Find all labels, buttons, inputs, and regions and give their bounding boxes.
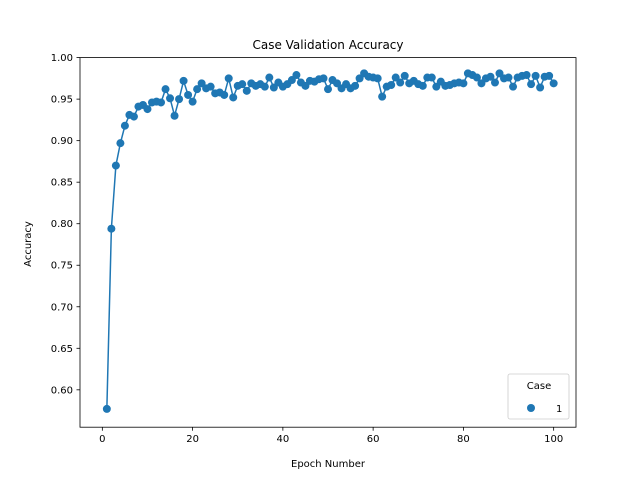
data-point [387, 81, 396, 90]
data-point [143, 105, 152, 114]
data-point [378, 92, 387, 101]
data-point [427, 73, 436, 82]
data-point [157, 98, 166, 107]
data-point [238, 80, 247, 89]
data-point [545, 71, 554, 80]
data-point [166, 94, 175, 103]
data-point [188, 97, 197, 106]
data-point [522, 71, 531, 80]
x-tick-label: 40 [277, 434, 290, 445]
y-tick-label: 0.85 [51, 178, 73, 189]
y-tick-label: 0.70 [51, 302, 73, 313]
data-point [229, 93, 238, 102]
data-point [161, 85, 170, 94]
plot-area: 0 20 40 60 80 100 0.60 0.65 0.70 0.75 0.80 0.85 0.90… [51, 53, 577, 445]
y-tick-label: 0.90 [51, 136, 73, 147]
data-point [260, 82, 269, 91]
data-point [292, 71, 301, 80]
data-point [220, 90, 229, 99]
data-point [373, 74, 382, 83]
legend-box [507, 373, 570, 420]
y-tick-label: 0.60 [51, 385, 73, 396]
x-axis-label: Epoch Number [291, 459, 366, 470]
x-tick-label: 100 [544, 434, 563, 445]
data-point [184, 90, 193, 99]
y-tick-label: 0.80 [51, 219, 73, 230]
axes-frame [79, 57, 577, 428]
data-point [120, 121, 129, 130]
data-point [116, 139, 125, 148]
y-tick-label: 0.75 [51, 261, 73, 272]
data-point [490, 78, 499, 87]
data-point [396, 78, 405, 87]
legend-marker [527, 404, 535, 412]
x-tick-label: 80 [457, 434, 470, 445]
legend: Case 1 [507, 373, 570, 420]
data-point [472, 73, 481, 82]
data-point [418, 81, 427, 90]
data-point [531, 71, 540, 80]
y-tick-label: 0.95 [51, 95, 73, 106]
data-point [242, 86, 251, 95]
data-point [102, 404, 111, 413]
x-tick-label: 20 [186, 434, 199, 445]
data-point [175, 95, 184, 104]
data-point [527, 80, 536, 89]
data-point [179, 76, 188, 85]
data-point [224, 74, 233, 83]
y-tick-label: 0.65 [51, 344, 73, 355]
legend-series-label: 1 [556, 404, 562, 415]
data-point [509, 82, 518, 91]
data-point [549, 79, 558, 88]
y-axis-label: Accuracy [23, 221, 34, 267]
x-tick-label: 60 [367, 434, 380, 445]
data-point [265, 73, 274, 82]
legend-title: Case [527, 381, 551, 392]
data-point [459, 79, 468, 88]
data-point [107, 224, 116, 233]
y-tick-label: 1.00 [51, 53, 73, 64]
data-point [486, 72, 495, 81]
data-point [351, 81, 360, 90]
data-point [206, 82, 215, 91]
data-point [170, 111, 179, 120]
data-point [193, 85, 202, 94]
data-point [324, 85, 332, 94]
data-point [111, 161, 120, 170]
data-point [400, 71, 409, 80]
x-tick-label: 0 [99, 434, 105, 445]
data-point [504, 73, 513, 82]
data-point [319, 74, 328, 83]
data-point [536, 83, 545, 92]
data-point [129, 112, 138, 121]
chart-title: Case Validation Accuracy [252, 38, 403, 52]
